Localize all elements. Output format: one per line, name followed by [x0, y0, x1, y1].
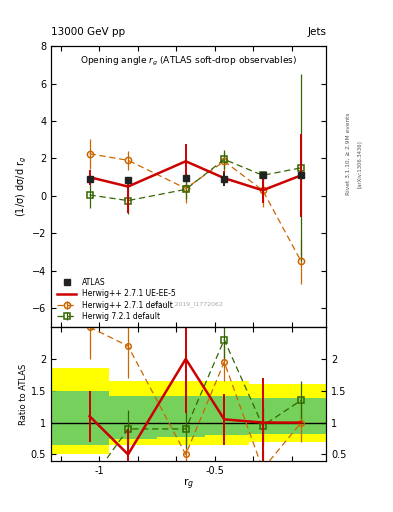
Y-axis label: (1/σ) dσ/d r$_g$: (1/σ) dσ/d r$_g$ — [15, 156, 29, 217]
Text: [arXiv:1306.3436]: [arXiv:1306.3436] — [357, 140, 362, 188]
Text: Opening angle $r_g$ (ATLAS soft-drop observables): Opening angle $r_g$ (ATLAS soft-drop obs… — [80, 54, 297, 68]
Herwig++ 2.7.1 UE-EE-5 — [184, 158, 188, 164]
X-axis label: r$_g$: r$_g$ — [183, 477, 194, 493]
Herwig++ 2.7.1 UE-EE-5 — [87, 174, 92, 180]
Herwig++ 2.7.1 UE-EE-5 — [222, 175, 227, 181]
Text: ATLAS_2019_I1772062: ATLAS_2019_I1772062 — [153, 302, 224, 307]
Text: Rivet 3.1.10, ≥ 2.9M events: Rivet 3.1.10, ≥ 2.9M events — [345, 112, 350, 195]
Herwig++ 2.7.1 UE-EE-5 — [299, 172, 303, 178]
Text: 13000 GeV pp: 13000 GeV pp — [51, 27, 125, 37]
Herwig++ 2.7.1 UE-EE-5 — [126, 183, 130, 189]
Herwig++ 2.7.1 UE-EE-5 — [260, 187, 265, 194]
Legend: ATLAS, Herwig++ 2.7.1 UE-EE-5, Herwig++ 2.7.1 default, Herwig 7.2.1 default: ATLAS, Herwig++ 2.7.1 UE-EE-5, Herwig++ … — [55, 276, 178, 323]
Text: Jets: Jets — [307, 27, 326, 37]
Y-axis label: Ratio to ATLAS: Ratio to ATLAS — [19, 364, 28, 424]
Line: Herwig++ 2.7.1 UE-EE-5: Herwig++ 2.7.1 UE-EE-5 — [90, 161, 301, 190]
